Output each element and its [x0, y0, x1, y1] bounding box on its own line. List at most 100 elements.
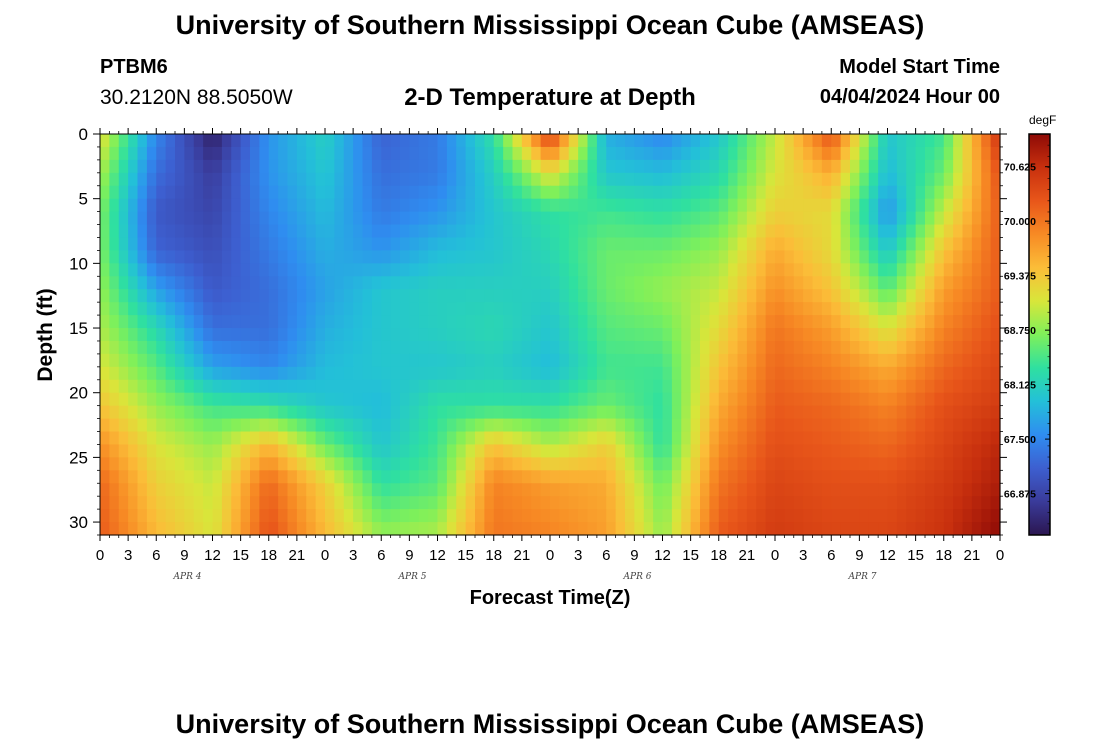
heatmap-cell	[165, 146, 176, 161]
heatmap-cell	[596, 405, 607, 420]
heatmap-cell	[737, 159, 748, 174]
heatmap-cell	[746, 315, 757, 329]
heatmap-cell	[193, 444, 204, 458]
heatmap-cell	[446, 431, 457, 446]
x-tick-label: 6	[602, 547, 610, 564]
heatmap-cell	[390, 340, 401, 355]
heatmap-cell	[578, 353, 589, 368]
heatmap-cell	[184, 224, 195, 239]
heatmap-cell	[456, 172, 467, 187]
heatmap-cell	[606, 444, 617, 458]
heatmap-cell	[718, 159, 729, 174]
heatmap-cell	[971, 237, 982, 252]
heatmap-cell	[343, 134, 354, 148]
heatmap-cell	[221, 289, 232, 303]
heatmap-cell	[484, 134, 495, 148]
heatmap-cell	[906, 483, 917, 497]
heatmap-cell	[690, 276, 701, 290]
heatmap-cell	[681, 392, 692, 407]
heatmap-cell	[625, 134, 635, 148]
heatmap-cell	[325, 134, 335, 148]
heatmap-cell	[521, 496, 532, 510]
heatmap-cell	[981, 444, 992, 458]
heatmap-cell	[250, 237, 260, 252]
heatmap-cell	[400, 405, 410, 420]
heatmap-cell	[568, 353, 579, 368]
heatmap-cell	[409, 250, 420, 264]
heatmap-cell	[540, 457, 551, 471]
heatmap-cell	[437, 392, 448, 407]
heatmap-cell	[371, 315, 382, 329]
heatmap-cell	[728, 509, 739, 523]
heatmap-cell	[503, 496, 514, 510]
heatmap-cell	[615, 328, 626, 342]
heatmap-cell	[718, 172, 729, 187]
heatmap-cell	[325, 211, 335, 226]
heatmap-cell	[962, 276, 973, 290]
heatmap-cell	[859, 522, 870, 536]
heatmap-cell	[559, 211, 570, 226]
heatmap-cell	[362, 172, 373, 187]
heatmap-cell	[221, 276, 232, 290]
heatmap-cell	[606, 483, 617, 497]
heatmap-cell	[868, 146, 879, 161]
heatmap-cell	[231, 250, 242, 264]
heatmap-cell	[887, 522, 898, 536]
heatmap-cell	[118, 289, 129, 303]
heatmap-cell	[784, 185, 795, 200]
heatmap-cell	[390, 172, 401, 187]
heatmap-cell	[671, 224, 682, 239]
heatmap-cell	[231, 315, 242, 329]
heatmap-cell	[793, 379, 804, 394]
heatmap-cell	[418, 276, 429, 290]
heatmap-cell	[137, 185, 148, 200]
heatmap-cell	[662, 211, 673, 226]
heatmap-cell	[700, 353, 710, 368]
heatmap-cell	[334, 289, 345, 303]
heatmap-cell	[400, 340, 410, 355]
heatmap-cell	[475, 237, 485, 252]
heatmap-cell	[465, 509, 476, 523]
heatmap-cell	[765, 483, 776, 497]
heatmap-cell	[990, 172, 1001, 187]
heatmap-cell	[953, 146, 964, 161]
heatmap-cell	[953, 250, 964, 264]
heatmap-cell	[821, 418, 832, 433]
heatmap-cell	[259, 185, 270, 200]
heatmap-cell	[475, 340, 485, 355]
heatmap-cell	[681, 289, 692, 303]
heatmap-cell	[559, 470, 570, 484]
heatmap-cell	[756, 340, 767, 355]
heatmap-cell	[343, 302, 354, 316]
heatmap-cell	[278, 509, 289, 523]
heatmap-cell	[531, 405, 542, 420]
heatmap-cell	[831, 431, 842, 446]
heatmap-cell	[175, 185, 185, 200]
heatmap-cell	[681, 522, 692, 536]
heatmap-cell	[268, 224, 279, 239]
heatmap-cell	[221, 405, 232, 420]
heatmap-cell	[503, 146, 514, 161]
heatmap-cell	[775, 431, 785, 446]
heatmap-cell	[671, 366, 682, 381]
heatmap-cell	[850, 289, 860, 303]
heatmap-cell	[896, 250, 907, 264]
heatmap-cell	[512, 366, 523, 381]
heatmap-cell	[493, 211, 504, 226]
heatmap-cell	[887, 302, 898, 316]
heatmap-cell	[578, 405, 589, 420]
heatmap-cell	[784, 134, 795, 148]
heatmap-cell	[156, 483, 167, 497]
heatmap-cell	[784, 392, 795, 407]
heatmap-cell	[128, 418, 139, 433]
heatmap-cell	[165, 366, 176, 381]
heatmap-cell	[465, 172, 476, 187]
heatmap-cell	[840, 224, 851, 239]
heatmap-cell	[718, 457, 729, 471]
heatmap-cell	[728, 289, 739, 303]
heatmap-cell	[587, 496, 598, 510]
heatmap-cell	[315, 405, 326, 420]
heatmap-cell	[568, 134, 579, 148]
heatmap-cell	[559, 340, 570, 355]
heatmap-cell	[896, 483, 907, 497]
